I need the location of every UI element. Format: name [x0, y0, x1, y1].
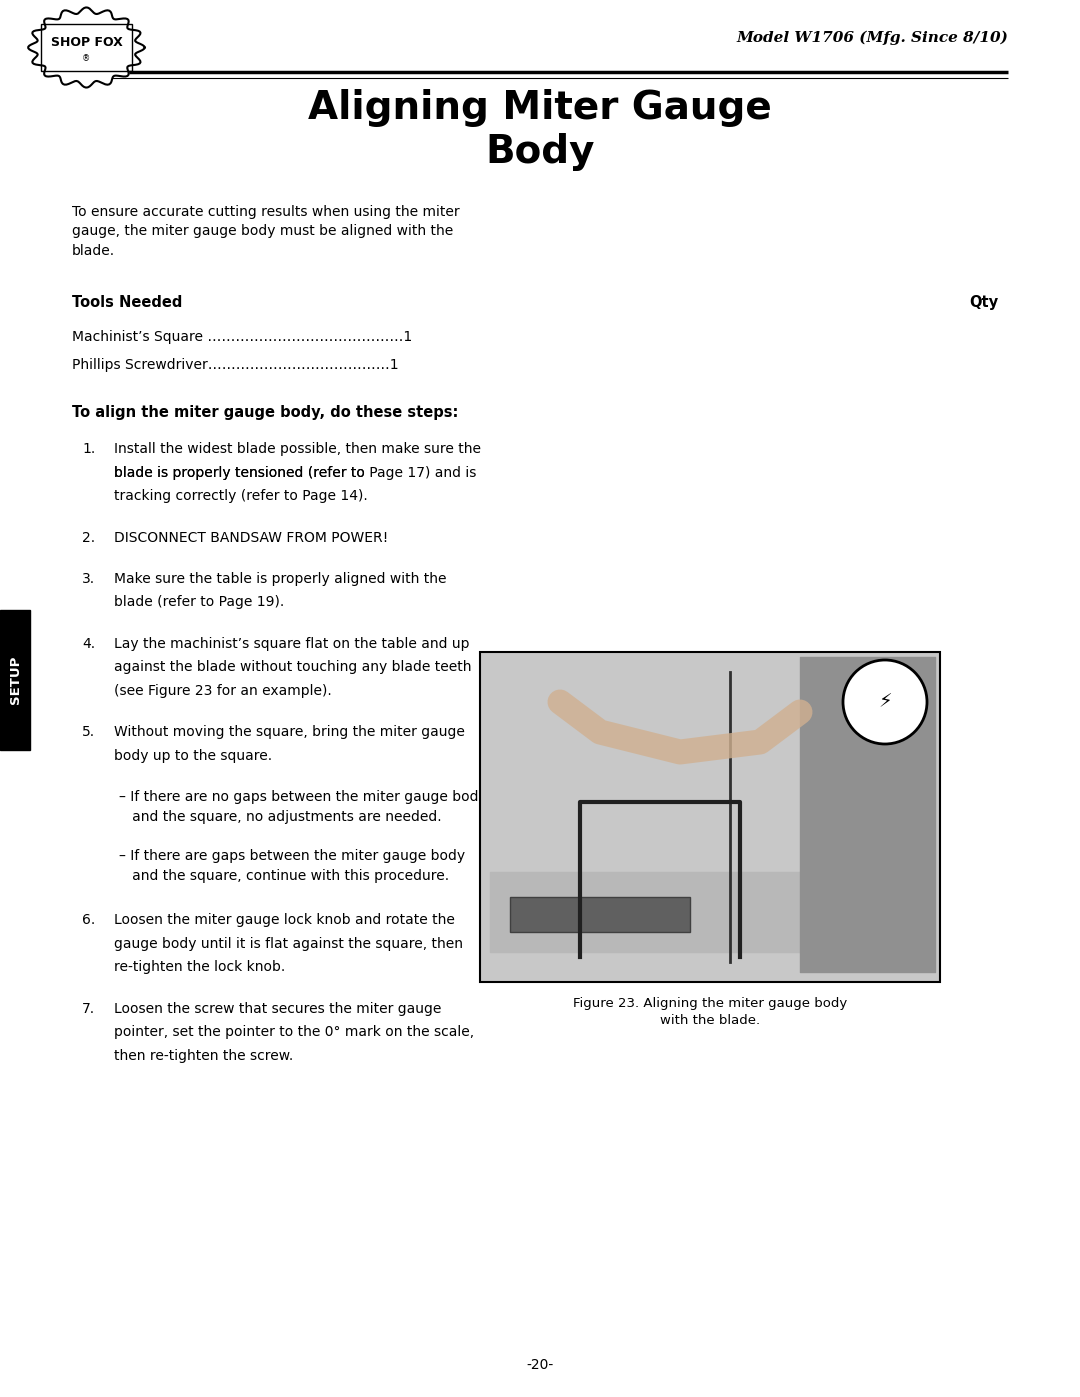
Polygon shape	[28, 7, 145, 88]
Text: tracking correctly (refer to Page 14).: tracking correctly (refer to Page 14).	[114, 489, 368, 503]
Text: 7.: 7.	[82, 1002, 95, 1016]
Text: ⚡: ⚡	[878, 693, 892, 711]
Text: To ensure accurate cutting results when using the miter
gauge, the miter gauge b: To ensure accurate cutting results when …	[72, 205, 460, 258]
Text: against the blade without touching any blade teeth: against the blade without touching any b…	[114, 661, 472, 675]
Text: ®: ®	[82, 54, 91, 63]
Text: (see Figure 23 for an example).: (see Figure 23 for an example).	[114, 685, 332, 698]
Text: Phillips Screwdriver…………………………………1: Phillips Screwdriver…………………………………1	[72, 358, 399, 372]
Text: Qty: Qty	[969, 295, 998, 310]
Bar	[41, 24, 133, 71]
Text: Install the widest blade possible, then make sure the: Install the widest blade possible, then …	[114, 441, 481, 455]
Text: blade is properly tensioned (refer to Page 17) and is: blade is properly tensioned (refer to Pa…	[114, 465, 476, 479]
Text: Machinist’s Square ……………………………………1: Machinist’s Square ……………………………………1	[72, 330, 413, 344]
Text: Tools Needed: Tools Needed	[72, 295, 183, 310]
Text: Lay the machinist’s square flat on the table and up: Lay the machinist’s square flat on the t…	[114, 637, 470, 651]
Text: 1.: 1.	[82, 441, 95, 455]
Text: SETUP: SETUP	[9, 655, 22, 704]
Text: Model W1706 (Mfg. Since 8/10): Model W1706 (Mfg. Since 8/10)	[737, 31, 1008, 45]
Text: SHOP FOX: SHOP FOX	[51, 36, 122, 49]
Text: re-tighten the lock knob.: re-tighten the lock knob.	[114, 961, 285, 975]
Text: blade is properly tensioned (refer to: blade is properly tensioned (refer to	[114, 465, 369, 479]
FancyBboxPatch shape	[0, 610, 30, 750]
Text: 2.: 2.	[82, 531, 95, 545]
Text: Make sure the table is properly aligned with the: Make sure the table is properly aligned …	[114, 571, 446, 585]
Text: blade is properly tensioned (refer to: blade is properly tensioned (refer to	[114, 465, 369, 479]
Text: -20-: -20-	[526, 1358, 554, 1372]
Text: blade (refer to Page 19).: blade (refer to Page 19).	[114, 595, 284, 609]
Text: gauge body until it is flat against the square, then: gauge body until it is flat against the …	[114, 937, 463, 951]
FancyBboxPatch shape	[480, 652, 940, 982]
Text: blade is properly tensioned (refer to Page 17) and is: blade is properly tensioned (refer to Pa…	[114, 465, 476, 479]
Text: 6.: 6.	[82, 914, 95, 928]
Text: To align the miter gauge body, do these steps:: To align the miter gauge body, do these …	[72, 405, 458, 420]
Text: pointer, set the pointer to the 0° mark on the scale,: pointer, set the pointer to the 0° mark …	[114, 1025, 474, 1039]
Text: Figure 23. Aligning the miter gauge body
with the blade.: Figure 23. Aligning the miter gauge body…	[572, 997, 847, 1027]
Text: 3.: 3.	[82, 571, 95, 585]
Text: 4.: 4.	[82, 637, 95, 651]
Text: – If there are no gaps between the miter gauge body
   and the square, no adjust: – If there are no gaps between the miter…	[119, 791, 487, 824]
Circle shape	[843, 659, 927, 745]
Text: Without moving the square, bring the miter gauge: Without moving the square, bring the mit…	[114, 725, 464, 739]
Text: Body: Body	[485, 133, 595, 170]
Bar	[510, 897, 690, 932]
Text: – If there are gaps between the miter gauge body
   and the square, continue wit: – If there are gaps between the miter ga…	[119, 849, 465, 883]
Text: body up to the square.: body up to the square.	[114, 749, 272, 763]
Text: 5.: 5.	[82, 725, 95, 739]
Text: Loosen the miter gauge lock knob and rotate the: Loosen the miter gauge lock knob and rot…	[114, 914, 455, 928]
Text: Aligning Miter Gauge: Aligning Miter Gauge	[308, 89, 772, 127]
Text: then re-tighten the screw.: then re-tighten the screw.	[114, 1049, 294, 1063]
Text: Loosen the screw that secures the miter gauge: Loosen the screw that secures the miter …	[114, 1002, 442, 1016]
Text: DISCONNECT BANDSAW FROM POWER!: DISCONNECT BANDSAW FROM POWER!	[114, 531, 388, 545]
